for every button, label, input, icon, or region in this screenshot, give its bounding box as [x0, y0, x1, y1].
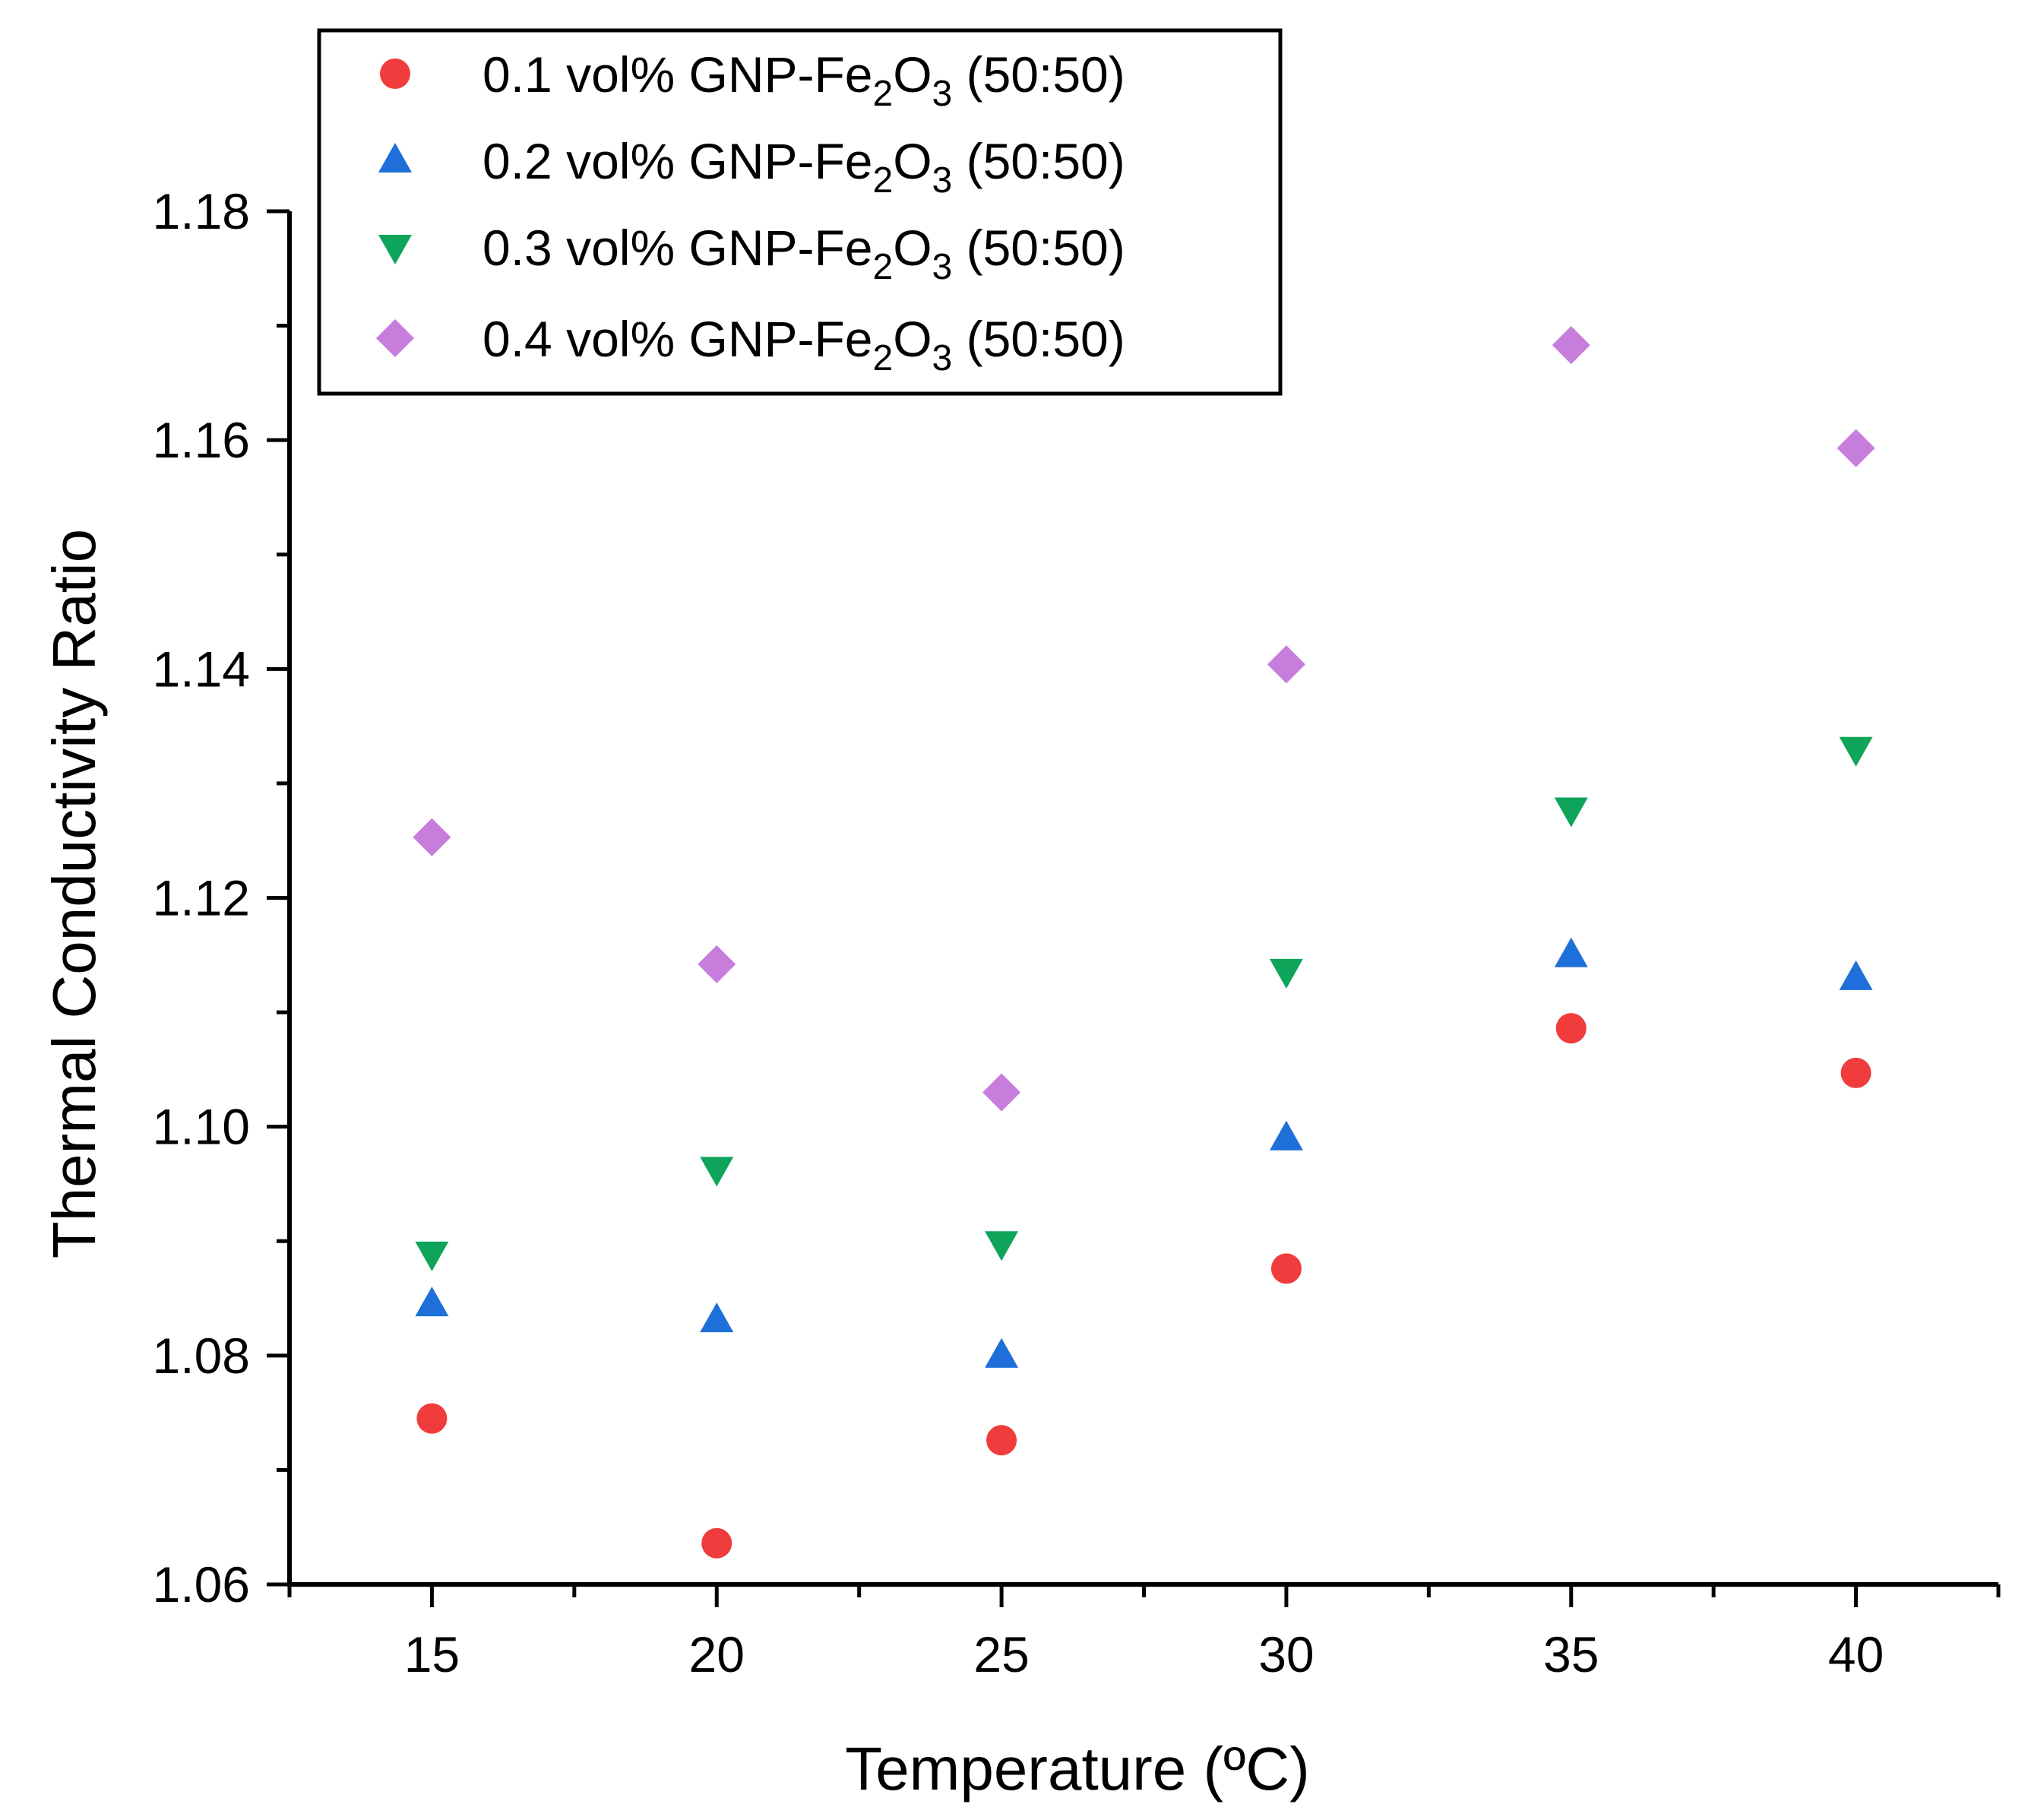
data-points [413, 326, 1875, 1559]
legend-marker [380, 59, 410, 89]
legend-label-part: (50:50) [952, 133, 1125, 189]
series-4 [413, 326, 1875, 1112]
legend-label-part: 0.4 vol% GNP-Fe [482, 311, 873, 367]
data-point [986, 1425, 1017, 1456]
x-tick-label: 15 [404, 1626, 460, 1682]
legend-label-part: 2 [873, 74, 894, 114]
legend-marker [378, 235, 412, 264]
legend-label-part: 2 [873, 247, 894, 287]
legend-label-part: 3 [932, 338, 953, 378]
data-point [416, 1403, 448, 1434]
data-point [415, 1287, 449, 1317]
x-axis-title: Temperature (ºC) [845, 1735, 1310, 1803]
legend-label-part: (50:50) [952, 220, 1125, 276]
data-point [701, 1527, 732, 1559]
data-point [1269, 1120, 1303, 1151]
legend-marker [378, 143, 412, 173]
legend-label: 0.4 vol% GNP-Fe2O3 (50:50) [482, 311, 1125, 378]
legend: 0.1 vol% GNP-Fe2O3 (50:50)0.2 vol% GNP-F… [317, 28, 1283, 396]
x-tick-label: 30 [1258, 1626, 1314, 1682]
data-point [1270, 1253, 1302, 1284]
x-tick-label: 25 [973, 1626, 1029, 1682]
data-point [1837, 429, 1875, 467]
data-point [1839, 960, 1873, 990]
ticks: 1.06 1.08 1.10 1.12 1.14 1.16 1.18 15 20 25 30 35 40 [153, 183, 2001, 1682]
data-point [415, 1241, 449, 1271]
legend-label-part: 2 [873, 160, 894, 201]
data-point [1269, 958, 1303, 989]
legend-label: 0.3 vol% GNP-Fe2O3 (50:50) [482, 220, 1125, 287]
y-tick-label: 1.06 [153, 1556, 250, 1613]
legend-label-part: O [893, 220, 932, 276]
data-point [1839, 736, 1873, 767]
y-tick-label: 1.16 [153, 412, 250, 468]
data-point [1554, 937, 1588, 967]
data-point [698, 945, 736, 983]
legend-box [317, 28, 1283, 396]
data-point [1554, 797, 1588, 828]
legend-label-part: 0.3 vol% GNP-Fe [482, 220, 873, 276]
data-point [1555, 1013, 1587, 1044]
series-1 [416, 1013, 1871, 1559]
legend-label-part: O [893, 133, 932, 189]
legend-marker [376, 319, 414, 357]
data-point [700, 1302, 734, 1333]
legend-label-part: O [893, 46, 932, 103]
x-tick-label: 20 [689, 1626, 745, 1682]
legend-label-part: 0.1 vol% GNP-Fe [482, 46, 873, 103]
legend-label-part: 2 [873, 338, 894, 378]
x-tick-label: 35 [1543, 1626, 1599, 1682]
legend-label-part: O [893, 311, 932, 367]
legend-label-part: (50:50) [952, 46, 1125, 103]
data-point [985, 1337, 1019, 1368]
x-tick-label: 40 [1828, 1626, 1884, 1682]
legend-label-part: 3 [932, 160, 953, 201]
data-point [982, 1073, 1021, 1112]
legend-label-part: 3 [932, 247, 953, 287]
y-tick-label: 1.10 [153, 1099, 250, 1155]
y-tick-label: 1.12 [153, 870, 250, 926]
data-point [700, 1157, 734, 1187]
series-3 [415, 736, 1873, 1271]
legend-label-part: 3 [932, 74, 953, 114]
legend-label: 0.1 vol% GNP-Fe2O3 (50:50) [482, 46, 1125, 114]
legend-label-part: 0.2 vol% GNP-Fe [482, 133, 873, 189]
series-2 [415, 937, 1873, 1368]
data-point [1267, 645, 1305, 684]
y-tick-label: 1.18 [153, 183, 250, 239]
legend-label-part: (50:50) [952, 311, 1125, 367]
legend-label: 0.2 vol% GNP-Fe2O3 (50:50) [482, 133, 1125, 201]
y-axis-title: Thermal Conductivity Ratio [40, 529, 108, 1258]
data-point [1552, 326, 1590, 365]
data-point [1840, 1057, 1871, 1088]
data-point [985, 1231, 1019, 1261]
y-tick-label: 1.14 [153, 641, 250, 697]
y-tick-label: 1.08 [153, 1328, 250, 1384]
data-point [413, 818, 451, 856]
